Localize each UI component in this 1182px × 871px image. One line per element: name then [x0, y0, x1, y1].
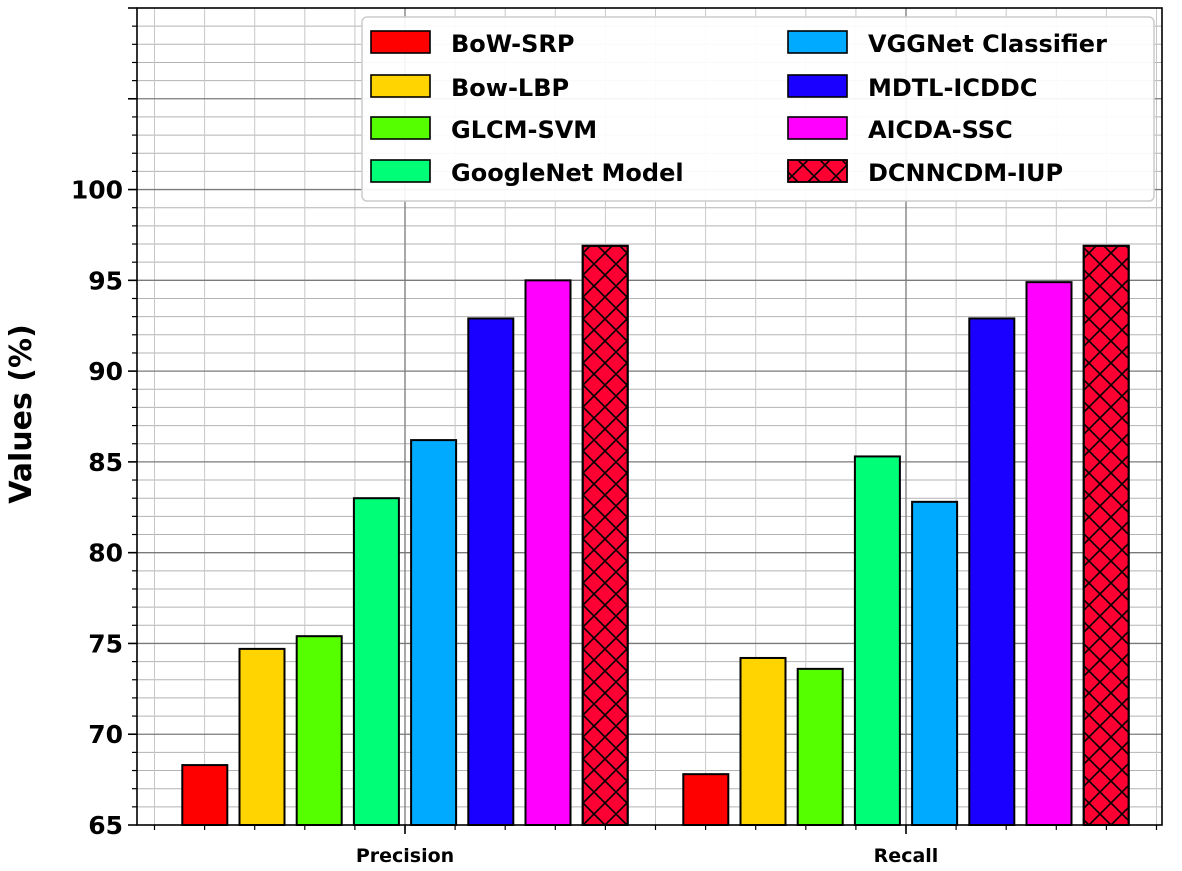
bar	[796, 667, 844, 827]
legend-swatch-hatch	[787, 159, 848, 183]
bar	[524, 279, 572, 827]
bar	[410, 439, 458, 826]
bar	[238, 647, 286, 826]
y-tick-label: 65	[88, 811, 123, 840]
y-tick-label: 70	[88, 720, 123, 749]
legend-label: VGGNet Classifier	[868, 30, 1107, 58]
legend-label: Bow-LBP	[451, 74, 569, 102]
bar	[739, 656, 787, 826]
y-tick-label: 75	[88, 629, 123, 658]
plot-frame	[136, 7, 1163, 826]
bar	[968, 317, 1016, 826]
bar	[181, 764, 229, 827]
bar-hatch	[581, 244, 629, 827]
legend-label: AICDA-SSC	[868, 116, 1013, 144]
bar	[682, 773, 730, 826]
legend-swatch	[370, 30, 431, 54]
legend-swatch	[370, 116, 431, 140]
bar	[911, 500, 959, 826]
bar	[467, 317, 515, 826]
y-tick-label: 95	[88, 266, 123, 295]
bar	[1025, 281, 1073, 827]
legend-label: GLCM-SVM	[451, 116, 597, 144]
legend: BoW-SRP Bow-LBP GLCM-SVM GoogleNet Model VGG…	[361, 16, 1155, 202]
y-axis-title: Values (%)	[4, 324, 39, 504]
x-tick-label: Recall	[874, 845, 939, 866]
legend-swatch	[787, 30, 848, 54]
legend-label: DCNNCDM-IUP	[868, 159, 1063, 187]
bar	[352, 497, 400, 826]
y-tick-label: 90	[88, 357, 123, 386]
y-tick-label: 85	[88, 448, 123, 477]
bar	[853, 455, 901, 826]
legend-label: MDTL-ICDDC	[868, 74, 1037, 102]
bar	[295, 635, 343, 827]
legend-swatch	[787, 74, 848, 98]
legend-label: BoW-SRP	[451, 30, 575, 58]
legend-swatch	[370, 159, 431, 183]
legend-box	[361, 16, 1155, 202]
legend-label: GoogleNet Model	[451, 159, 684, 187]
legend-swatch	[787, 116, 848, 140]
y-tick-label: 80	[88, 539, 123, 568]
y-tick-label: 100	[71, 176, 123, 205]
bar-hatch	[1082, 244, 1130, 827]
x-tick-label: Precision	[356, 845, 454, 866]
legend-swatch	[370, 74, 431, 98]
